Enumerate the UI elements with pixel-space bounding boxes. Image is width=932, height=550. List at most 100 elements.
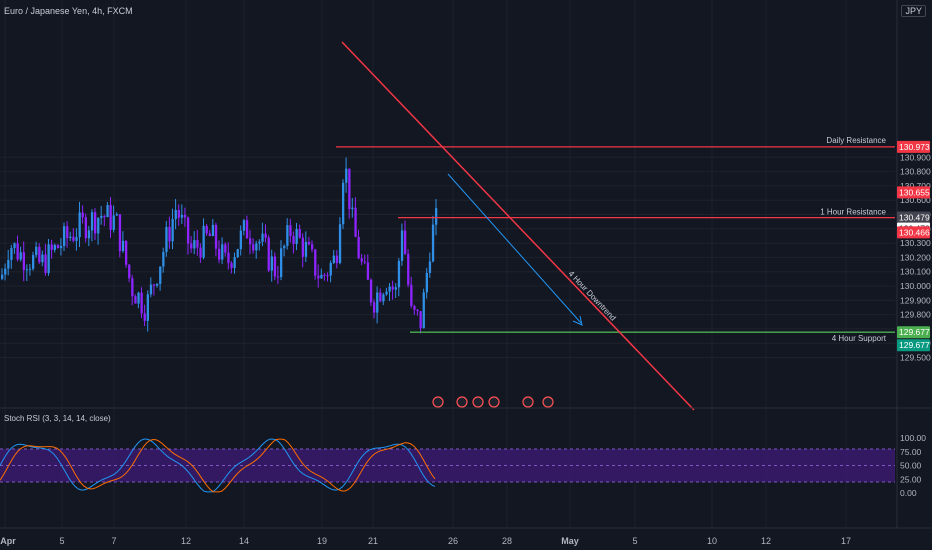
candle-body [357,236,360,259]
candle-body [224,244,227,253]
candle-body [230,263,233,268]
price-tick-label: 130.100 [900,267,931,277]
candle-body [115,214,118,216]
candle-body [177,209,180,218]
candle-body [335,255,339,264]
candle-body [69,236,72,238]
candle-body [41,254,44,263]
projection-arrowhead [572,315,583,326]
candle-body [56,245,60,249]
time-tick-label: 5 [59,536,64,546]
price-tick-label: 129.800 [900,310,931,320]
candle-body [239,230,242,250]
candle-body [407,253,410,285]
candle-body [404,230,407,254]
candle-body [59,245,63,249]
candle-body [140,292,143,314]
stoch-tick-label: 25.00 [900,474,922,484]
candle-body [125,240,128,265]
price-badge-label: 130.466 [899,227,930,237]
candle-body [66,226,69,238]
candle-body [301,237,304,257]
candle-body [388,286,391,292]
time-tick-label: 26 [448,536,458,546]
candle-body [242,220,246,231]
candle-body [196,240,199,248]
price-badge [897,326,930,339]
candle-body [118,214,122,252]
candle-body [16,243,19,260]
candle-body [143,313,146,321]
time-tick-label: May [561,536,579,546]
candle-body [342,182,345,225]
stoch-d-line [0,438,436,493]
stoch-tick-label: 50.00 [900,461,922,471]
price-tick-label: 130.300 [900,238,931,248]
stoch-tick-label: 100.00 [900,433,926,443]
time-tick-label: 5 [632,536,637,546]
candle-body [205,225,208,234]
time-tick-label: 12 [761,536,771,546]
price-badge-label: 130.973 [899,142,930,152]
candle-body [267,237,270,271]
candle-body [298,229,301,238]
candle-body [13,243,16,249]
price-badge [897,211,930,224]
candle-body [307,241,311,245]
candle-body [382,294,385,302]
stoch-rsi-title: Stoch RSI (3, 3, 14, 14, close) [4,414,111,423]
candle-body [233,257,236,268]
candle-body [264,233,267,238]
candle-body [295,229,298,245]
candle-body [317,275,320,279]
candle-body [171,219,174,242]
price-tick-label: 130.900 [900,152,931,162]
candle-body [276,276,280,278]
candle-body [44,254,47,274]
economic-event-icon [432,396,444,408]
candle-body [87,230,91,239]
candle-body [19,252,22,260]
candle-body [332,255,335,263]
economic-event-icon [522,396,534,408]
time-tick-label: 12 [181,536,191,546]
candle-body [435,208,438,225]
candle-body [394,287,397,290]
candle-body [391,286,394,290]
candle-body [283,245,286,249]
candle-body [183,214,187,218]
price-badge-label: 129.677 [899,340,930,350]
time-tick-label: 17 [841,536,851,546]
candle-body [159,266,162,284]
price-tick-label: 129.900 [900,295,931,305]
time-tick-label: 14 [239,536,249,546]
candle-body [156,283,159,286]
candle-body [366,262,370,280]
price-tick-label: 130.200 [900,252,931,262]
candle-body [131,278,134,297]
projection-arrow [447,173,582,324]
time-tick-label: 28 [502,536,512,546]
currency-badge[interactable]: JPY [901,5,926,17]
candle-body [410,284,413,306]
candle-body [211,224,215,237]
price-tick-label: 130.000 [900,281,931,291]
candle-body [121,240,125,252]
candle-body [28,268,32,270]
economic-event-icon [456,396,468,408]
candle-body [22,252,25,271]
candle-body [128,264,131,279]
candle-body [419,311,422,329]
price-tick-label: 130.700 [900,181,931,191]
candle-body [314,249,317,276]
candle-body [304,241,308,257]
candle-body [134,296,137,304]
candle-body [53,245,56,250]
candle-body [149,284,153,295]
candle-body [329,262,332,276]
candle-body [75,237,78,241]
candle-body [345,168,348,183]
stoch-k-line [0,438,436,493]
candle-body [4,268,7,275]
